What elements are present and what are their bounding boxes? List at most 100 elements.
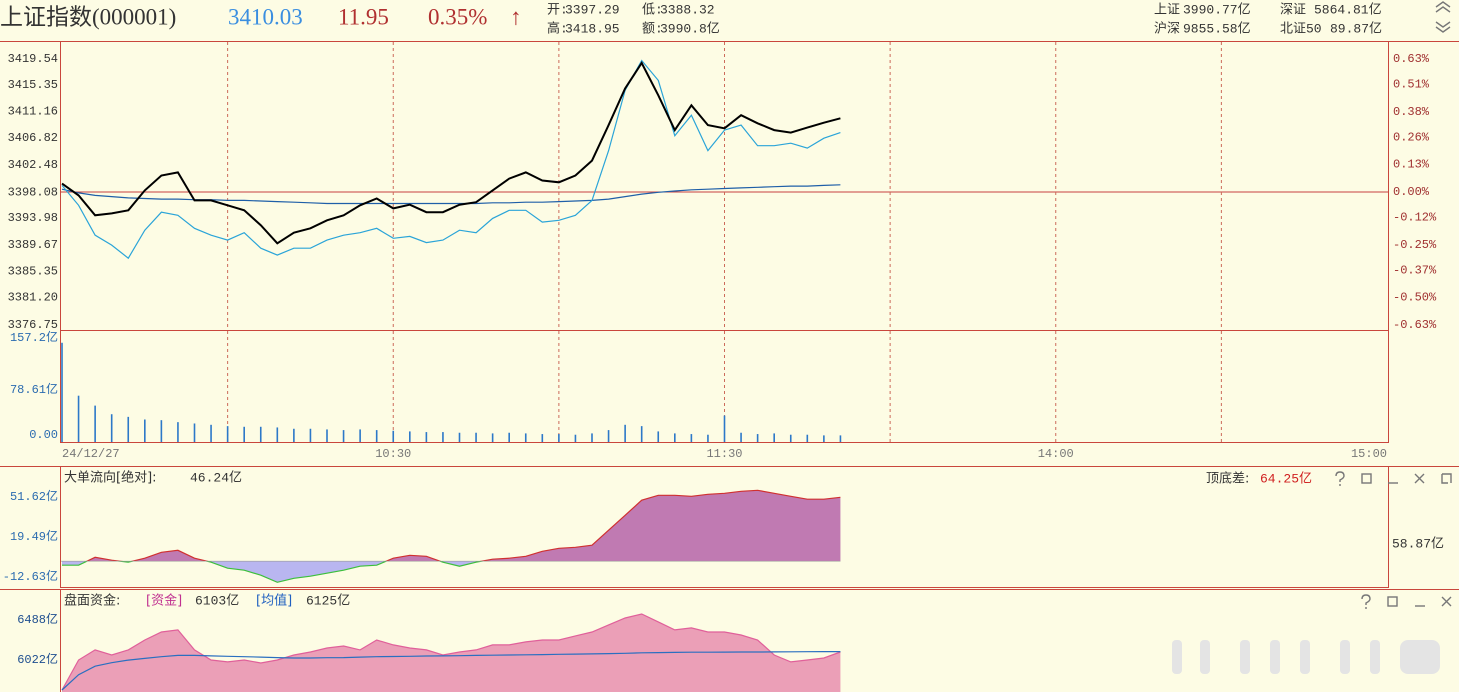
legend-value: 6125亿 [306, 593, 350, 608]
bar [458, 432, 461, 442]
y2-tick-label: -0.12% [1393, 211, 1437, 225]
arrow: ↑ [510, 4, 522, 29]
index-name: 上证指数(000001) [0, 4, 176, 29]
line [61, 651, 841, 691]
diff-label: 顶底差: [1206, 471, 1249, 487]
y2-tick-label: -0.50% [1393, 291, 1437, 305]
x-tick-label: 11:30 [706, 447, 742, 461]
change-pct: 0.35% [428, 4, 487, 29]
bar [144, 419, 146, 442]
bar [508, 432, 510, 442]
y-tick-label: 3398.08 [8, 186, 58, 200]
chart-panel: 157.2亿 78.61亿 0.00 24/12/27 10:30 11:30 14:00 1… [10, 329, 1387, 461]
area-positive [86, 490, 841, 562]
panel-title: 大单流向[绝对]: [64, 470, 157, 486]
x-tick-label: 24/12/27 [62, 447, 120, 461]
bar [359, 429, 361, 442]
panel-icons[interactable] [1361, 594, 1452, 609]
chart-panel: 3419.54 3415.35 3411.16 3406.82 3402.48 3398.… [8, 42, 1437, 332]
bar [624, 424, 626, 442]
bar [309, 428, 312, 442]
stat-value: 3397.29 [565, 2, 620, 17]
bar [259, 426, 262, 442]
flow-frame [60, 466, 1389, 588]
area-negative [62, 561, 841, 583]
y-tick-label: 3385.35 [8, 265, 58, 279]
market-value: 5864.81亿 [1314, 2, 1382, 17]
stat-label: 高: [547, 20, 568, 36]
bar [690, 434, 693, 442]
bar [723, 415, 726, 442]
bar [640, 426, 643, 442]
close-icon[interactable] [1414, 473, 1425, 484]
bar [773, 433, 775, 442]
legend-name: [均值] [256, 593, 292, 609]
bar [541, 434, 544, 442]
side-label: 58.87亿 [1392, 536, 1444, 551]
y-tick-label: 3419.54 [8, 52, 58, 66]
bar [293, 428, 295, 442]
market-value: 3990.77亿 [1183, 2, 1251, 17]
y-tick-label: 3406.82 [8, 131, 58, 145]
y2-tick-label: 0.51% [1393, 78, 1430, 92]
y-tick-label: 3411.16 [8, 104, 58, 118]
restore-icon[interactable] [1361, 473, 1372, 484]
bar [94, 405, 96, 442]
bar [657, 431, 660, 442]
y-tick-label: -12.63亿 [3, 568, 58, 584]
y2-tick-label: 0.00% [1393, 185, 1430, 199]
panel-icons[interactable] [1335, 471, 1452, 486]
stat-value: 3990.8亿 [660, 21, 720, 36]
help-icon[interactable] [1335, 471, 1345, 486]
y-tick-label: 3402.48 [8, 158, 58, 172]
x-tick-label: 15:00 [1351, 447, 1387, 461]
y-tick-label: 157.2亿 [10, 329, 58, 345]
y-tick-label: 78.61亿 [10, 381, 58, 397]
bar [392, 430, 395, 442]
bar [475, 432, 477, 442]
market-value: 89.87亿 [1330, 21, 1382, 36]
y2-tick-label: 0.38% [1393, 105, 1430, 119]
y-tick-label: 3381.20 [8, 291, 58, 305]
chart-panel: 51.62亿 19.49亿 -12.63亿 [3, 488, 841, 584]
panel-title: 盘面资金: [64, 593, 120, 609]
y2-tick-label: 0.26% [1393, 130, 1430, 144]
market-value: 9855.58亿 [1183, 21, 1251, 36]
y-tick-label: 3376.75 [8, 318, 58, 332]
y-tick-label: 0.00 [29, 428, 58, 442]
bar [707, 434, 709, 442]
y-tick-label: 6022亿 [17, 651, 58, 667]
bar [210, 424, 212, 442]
bar [789, 434, 792, 442]
popout-icon[interactable] [1441, 473, 1452, 484]
y-tick-label: 51.62亿 [10, 488, 58, 504]
bar [674, 433, 676, 442]
market-label: 沪深 [1154, 20, 1180, 36]
area [62, 614, 841, 692]
panel-value: 46.24亿 [190, 470, 242, 485]
change: 11.95 [338, 4, 389, 29]
bar [375, 430, 378, 442]
bar [607, 430, 610, 442]
help-icon[interactable] [1361, 594, 1371, 609]
x-tick-label: 14:00 [1038, 447, 1074, 461]
bar [839, 435, 842, 442]
bar [409, 431, 411, 442]
stat-value: 3418.95 [565, 21, 620, 36]
restore-icon[interactable] [1387, 596, 1398, 607]
market-label: 北证50 [1280, 21, 1322, 36]
stats: 开: 3397.29 低: 3388.32 高: 3418.95 额: 3990… [547, 2, 1382, 36]
market-label: 上证 [1154, 2, 1180, 17]
area-outline [61, 613, 841, 691]
y-tick-label: 3393.98 [8, 211, 58, 225]
area-outline [85, 489, 841, 562]
scroll-icon[interactable] [1435, 1, 1451, 33]
stat-value: 3388.32 [660, 2, 715, 17]
close-icon[interactable] [1441, 596, 1452, 607]
legend-value: 6103亿 [195, 593, 239, 608]
stat-label: 开: [547, 2, 568, 17]
y-tick-label: 3415.35 [8, 78, 58, 92]
bar [591, 433, 593, 442]
y2-tick-label: -0.37% [1393, 263, 1437, 277]
